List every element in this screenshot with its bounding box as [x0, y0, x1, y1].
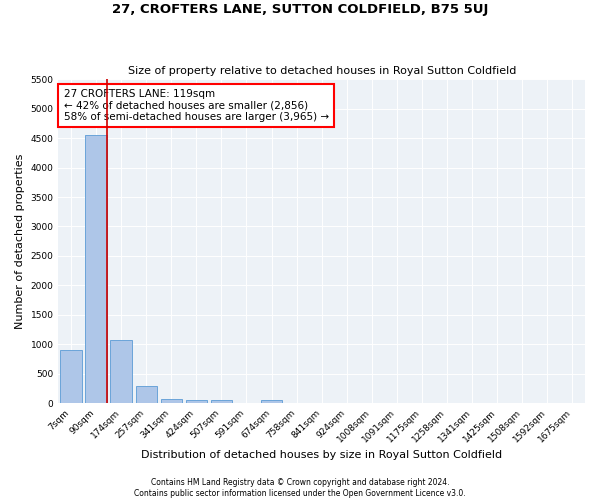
- X-axis label: Distribution of detached houses by size in Royal Sutton Coldfield: Distribution of detached houses by size …: [141, 450, 502, 460]
- Bar: [85, 135, 107, 404]
- Text: 27 CROFTERS LANE: 119sqm
← 42% of detached houses are smaller (2,856)
58% of sem: 27 CROFTERS LANE: 119sqm ← 42% of detach…: [64, 89, 329, 122]
- Y-axis label: Number of detached properties: Number of detached properties: [15, 154, 25, 329]
- Bar: [185, 400, 207, 404]
- Title: Size of property relative to detached houses in Royal Sutton Coldfield: Size of property relative to detached ho…: [128, 66, 516, 76]
- Bar: [261, 400, 282, 404]
- Text: 27, CROFTERS LANE, SUTTON COLDFIELD, B75 5UJ: 27, CROFTERS LANE, SUTTON COLDFIELD, B75…: [112, 2, 488, 16]
- Bar: [136, 386, 157, 404]
- Bar: [110, 340, 132, 404]
- Bar: [60, 350, 82, 404]
- Bar: [161, 399, 182, 404]
- Text: Contains HM Land Registry data © Crown copyright and database right 2024.
Contai: Contains HM Land Registry data © Crown c…: [134, 478, 466, 498]
- Bar: [211, 400, 232, 404]
